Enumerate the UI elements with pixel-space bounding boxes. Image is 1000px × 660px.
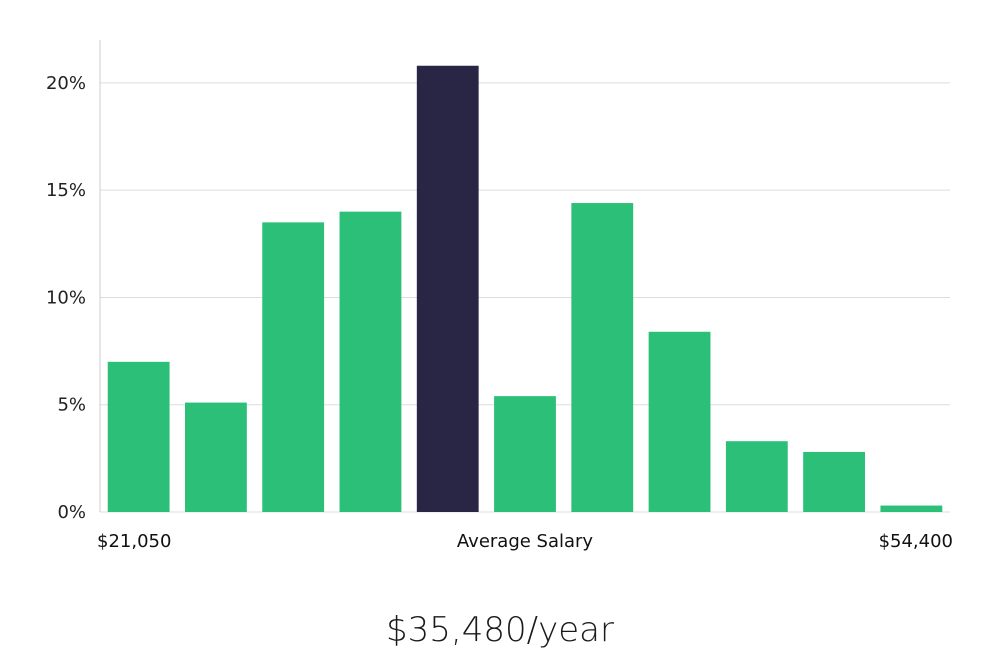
y-tick-label: 0%	[57, 502, 86, 523]
histogram-bars	[107, 65, 943, 513]
y-tick-label: 15%	[46, 180, 86, 201]
y-tick-label: 10%	[46, 287, 86, 308]
histogram-bar	[880, 505, 943, 512]
y-tick-label: 5%	[57, 395, 86, 416]
histogram-bar	[107, 361, 170, 512]
x-max-label: $54,400	[879, 531, 953, 552]
salary-histogram: 0% 5% 10% 15% 20% $21,050 Average Salary $54…	[46, 40, 953, 552]
histogram-bar	[262, 222, 325, 513]
average-salary-value: $35,480/year	[386, 610, 614, 650]
histogram-bar	[725, 441, 788, 512]
histogram-bar-average	[416, 65, 479, 512]
histogram-bar	[185, 402, 247, 512]
histogram-bar	[494, 396, 556, 512]
histogram-bar	[648, 331, 711, 512]
x-center-label: Average Salary	[457, 531, 594, 552]
x-min-label: $21,050	[97, 531, 171, 552]
histogram-bar	[339, 211, 402, 512]
y-tick-label: 20%	[46, 73, 86, 94]
histogram-bar	[803, 451, 865, 512]
y-tick-labels: 0% 5% 10% 15% 20%	[46, 73, 86, 523]
histogram-bar	[571, 203, 634, 513]
